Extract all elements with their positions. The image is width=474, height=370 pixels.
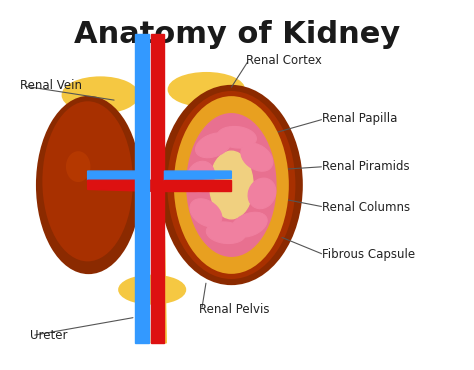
Ellipse shape xyxy=(210,151,253,219)
Ellipse shape xyxy=(248,178,276,209)
Text: Renal Papilla: Renal Papilla xyxy=(322,112,397,125)
Ellipse shape xyxy=(195,133,231,158)
Polygon shape xyxy=(151,34,164,343)
Polygon shape xyxy=(151,236,166,343)
Ellipse shape xyxy=(42,101,133,261)
Text: Ureter: Ureter xyxy=(30,329,67,342)
Polygon shape xyxy=(88,171,135,182)
Text: Renal Piramids: Renal Piramids xyxy=(322,160,410,173)
Ellipse shape xyxy=(206,222,246,243)
Text: Anatomy of Kidney: Anatomy of Kidney xyxy=(74,20,400,49)
Polygon shape xyxy=(135,34,149,343)
Text: Renal Cortex: Renal Cortex xyxy=(246,54,322,67)
Polygon shape xyxy=(88,180,151,191)
Text: Fibrous Capsule: Fibrous Capsule xyxy=(322,248,415,261)
Ellipse shape xyxy=(174,96,289,274)
Ellipse shape xyxy=(217,127,256,148)
Ellipse shape xyxy=(190,199,222,227)
Text: Renal Pelvis: Renal Pelvis xyxy=(199,303,270,316)
Ellipse shape xyxy=(186,113,277,257)
Ellipse shape xyxy=(119,276,185,304)
Ellipse shape xyxy=(169,73,244,106)
Ellipse shape xyxy=(241,143,273,171)
Ellipse shape xyxy=(187,161,215,192)
Ellipse shape xyxy=(231,212,267,237)
Ellipse shape xyxy=(66,151,91,182)
Text: Renal Columns: Renal Columns xyxy=(322,201,410,213)
Ellipse shape xyxy=(63,77,138,112)
Polygon shape xyxy=(164,171,231,180)
Polygon shape xyxy=(164,180,231,191)
Ellipse shape xyxy=(37,98,139,272)
Ellipse shape xyxy=(162,87,301,283)
Ellipse shape xyxy=(167,91,295,279)
Text: Renal Vein: Renal Vein xyxy=(20,79,82,92)
